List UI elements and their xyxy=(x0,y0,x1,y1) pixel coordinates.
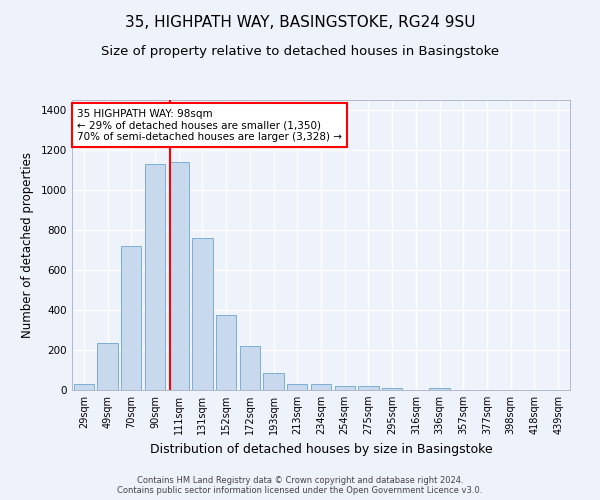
Bar xyxy=(335,386,355,390)
Bar xyxy=(287,384,307,390)
X-axis label: Distribution of detached houses by size in Basingstoke: Distribution of detached houses by size … xyxy=(149,442,493,456)
Bar xyxy=(358,386,379,390)
Text: Contains HM Land Registry data © Crown copyright and database right 2024.
Contai: Contains HM Land Registry data © Crown c… xyxy=(118,476,482,495)
Bar xyxy=(430,388,449,390)
Text: 35, HIGHPATH WAY, BASINGSTOKE, RG24 9SU: 35, HIGHPATH WAY, BASINGSTOKE, RG24 9SU xyxy=(125,15,475,30)
Bar xyxy=(145,164,165,390)
Text: 35 HIGHPATH WAY: 98sqm
← 29% of detached houses are smaller (1,350)
70% of semi-: 35 HIGHPATH WAY: 98sqm ← 29% of detached… xyxy=(77,108,342,142)
Y-axis label: Number of detached properties: Number of detached properties xyxy=(21,152,34,338)
Bar xyxy=(216,315,236,390)
Text: Size of property relative to detached houses in Basingstoke: Size of property relative to detached ho… xyxy=(101,45,499,58)
Bar xyxy=(311,384,331,390)
Bar xyxy=(169,162,189,390)
Bar xyxy=(382,388,402,390)
Bar xyxy=(74,384,94,390)
Bar xyxy=(121,246,142,390)
Bar xyxy=(240,346,260,390)
Bar xyxy=(97,343,118,390)
Bar xyxy=(263,373,284,390)
Bar xyxy=(193,238,212,390)
